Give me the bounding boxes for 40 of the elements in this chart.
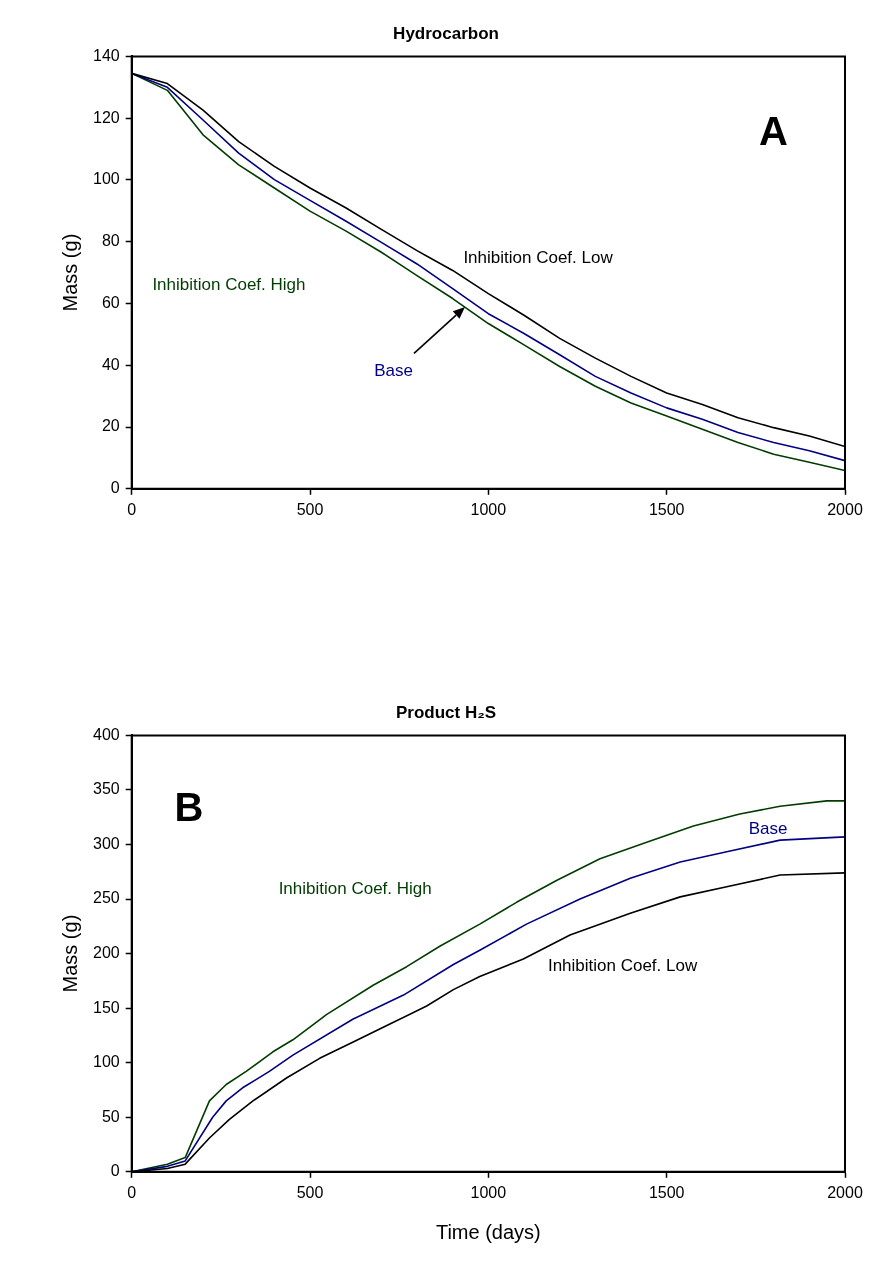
y-tick-label: 250 (92, 889, 120, 907)
y-tick-label: 140 (92, 46, 120, 64)
y-tick-label: 100 (92, 1053, 120, 1071)
x-tick-label: 1500 (648, 1183, 685, 1201)
y-tick-label: 350 (92, 780, 120, 798)
y-tick-label: 50 (101, 1107, 120, 1125)
y-tick-label: 120 (92, 108, 120, 126)
y-tick-label: 0 (110, 479, 120, 497)
x-tick-label: 1500 (648, 500, 685, 518)
chart-title: Hydrocarbon (393, 23, 499, 43)
y-tick-label: 100 (92, 170, 120, 188)
x-tick-label: 500 (296, 500, 324, 518)
text: Base (374, 361, 413, 381)
y-axis-title: Mass (g) (58, 233, 81, 312)
y-tick-label: 80 (101, 232, 120, 250)
series-label: Base (748, 818, 788, 838)
chart-title: Product H₂S (395, 702, 497, 722)
y-tick-label: 400 (92, 725, 120, 743)
y-axis-title: Mass (g) (58, 914, 81, 993)
x-tick-label: 500 (296, 1183, 324, 1201)
series-label: Inhibition Coef. Low (547, 956, 698, 976)
y-tick-label: 60 (101, 293, 120, 311)
y-tick-label: 300 (92, 834, 120, 852)
x-tick-label: 2000 (827, 500, 863, 518)
y-tick-label: 20 (101, 417, 120, 435)
y-tick-label: 200 (92, 944, 120, 962)
x-axis-title: Time (days) (435, 1220, 541, 1243)
x-tick-label: 2000 (827, 1183, 863, 1201)
annotation: A (759, 109, 788, 154)
x-tick-label: 1000 (470, 1183, 507, 1201)
x-tick-label: 0 (127, 1183, 137, 1201)
text: Inhibition Coef. High (152, 274, 306, 294)
series-label: Inhibition Coef. Low (463, 248, 614, 268)
x-tick-label: 1000 (470, 500, 507, 518)
y-tick-label: 0 (110, 1162, 120, 1180)
x-tick-label: 0 (127, 500, 137, 518)
text: Inhibition Coef. High (278, 878, 432, 898)
annotation: B (174, 784, 204, 829)
y-tick-label: 150 (92, 998, 120, 1016)
y-tick-label: 40 (101, 355, 120, 373)
